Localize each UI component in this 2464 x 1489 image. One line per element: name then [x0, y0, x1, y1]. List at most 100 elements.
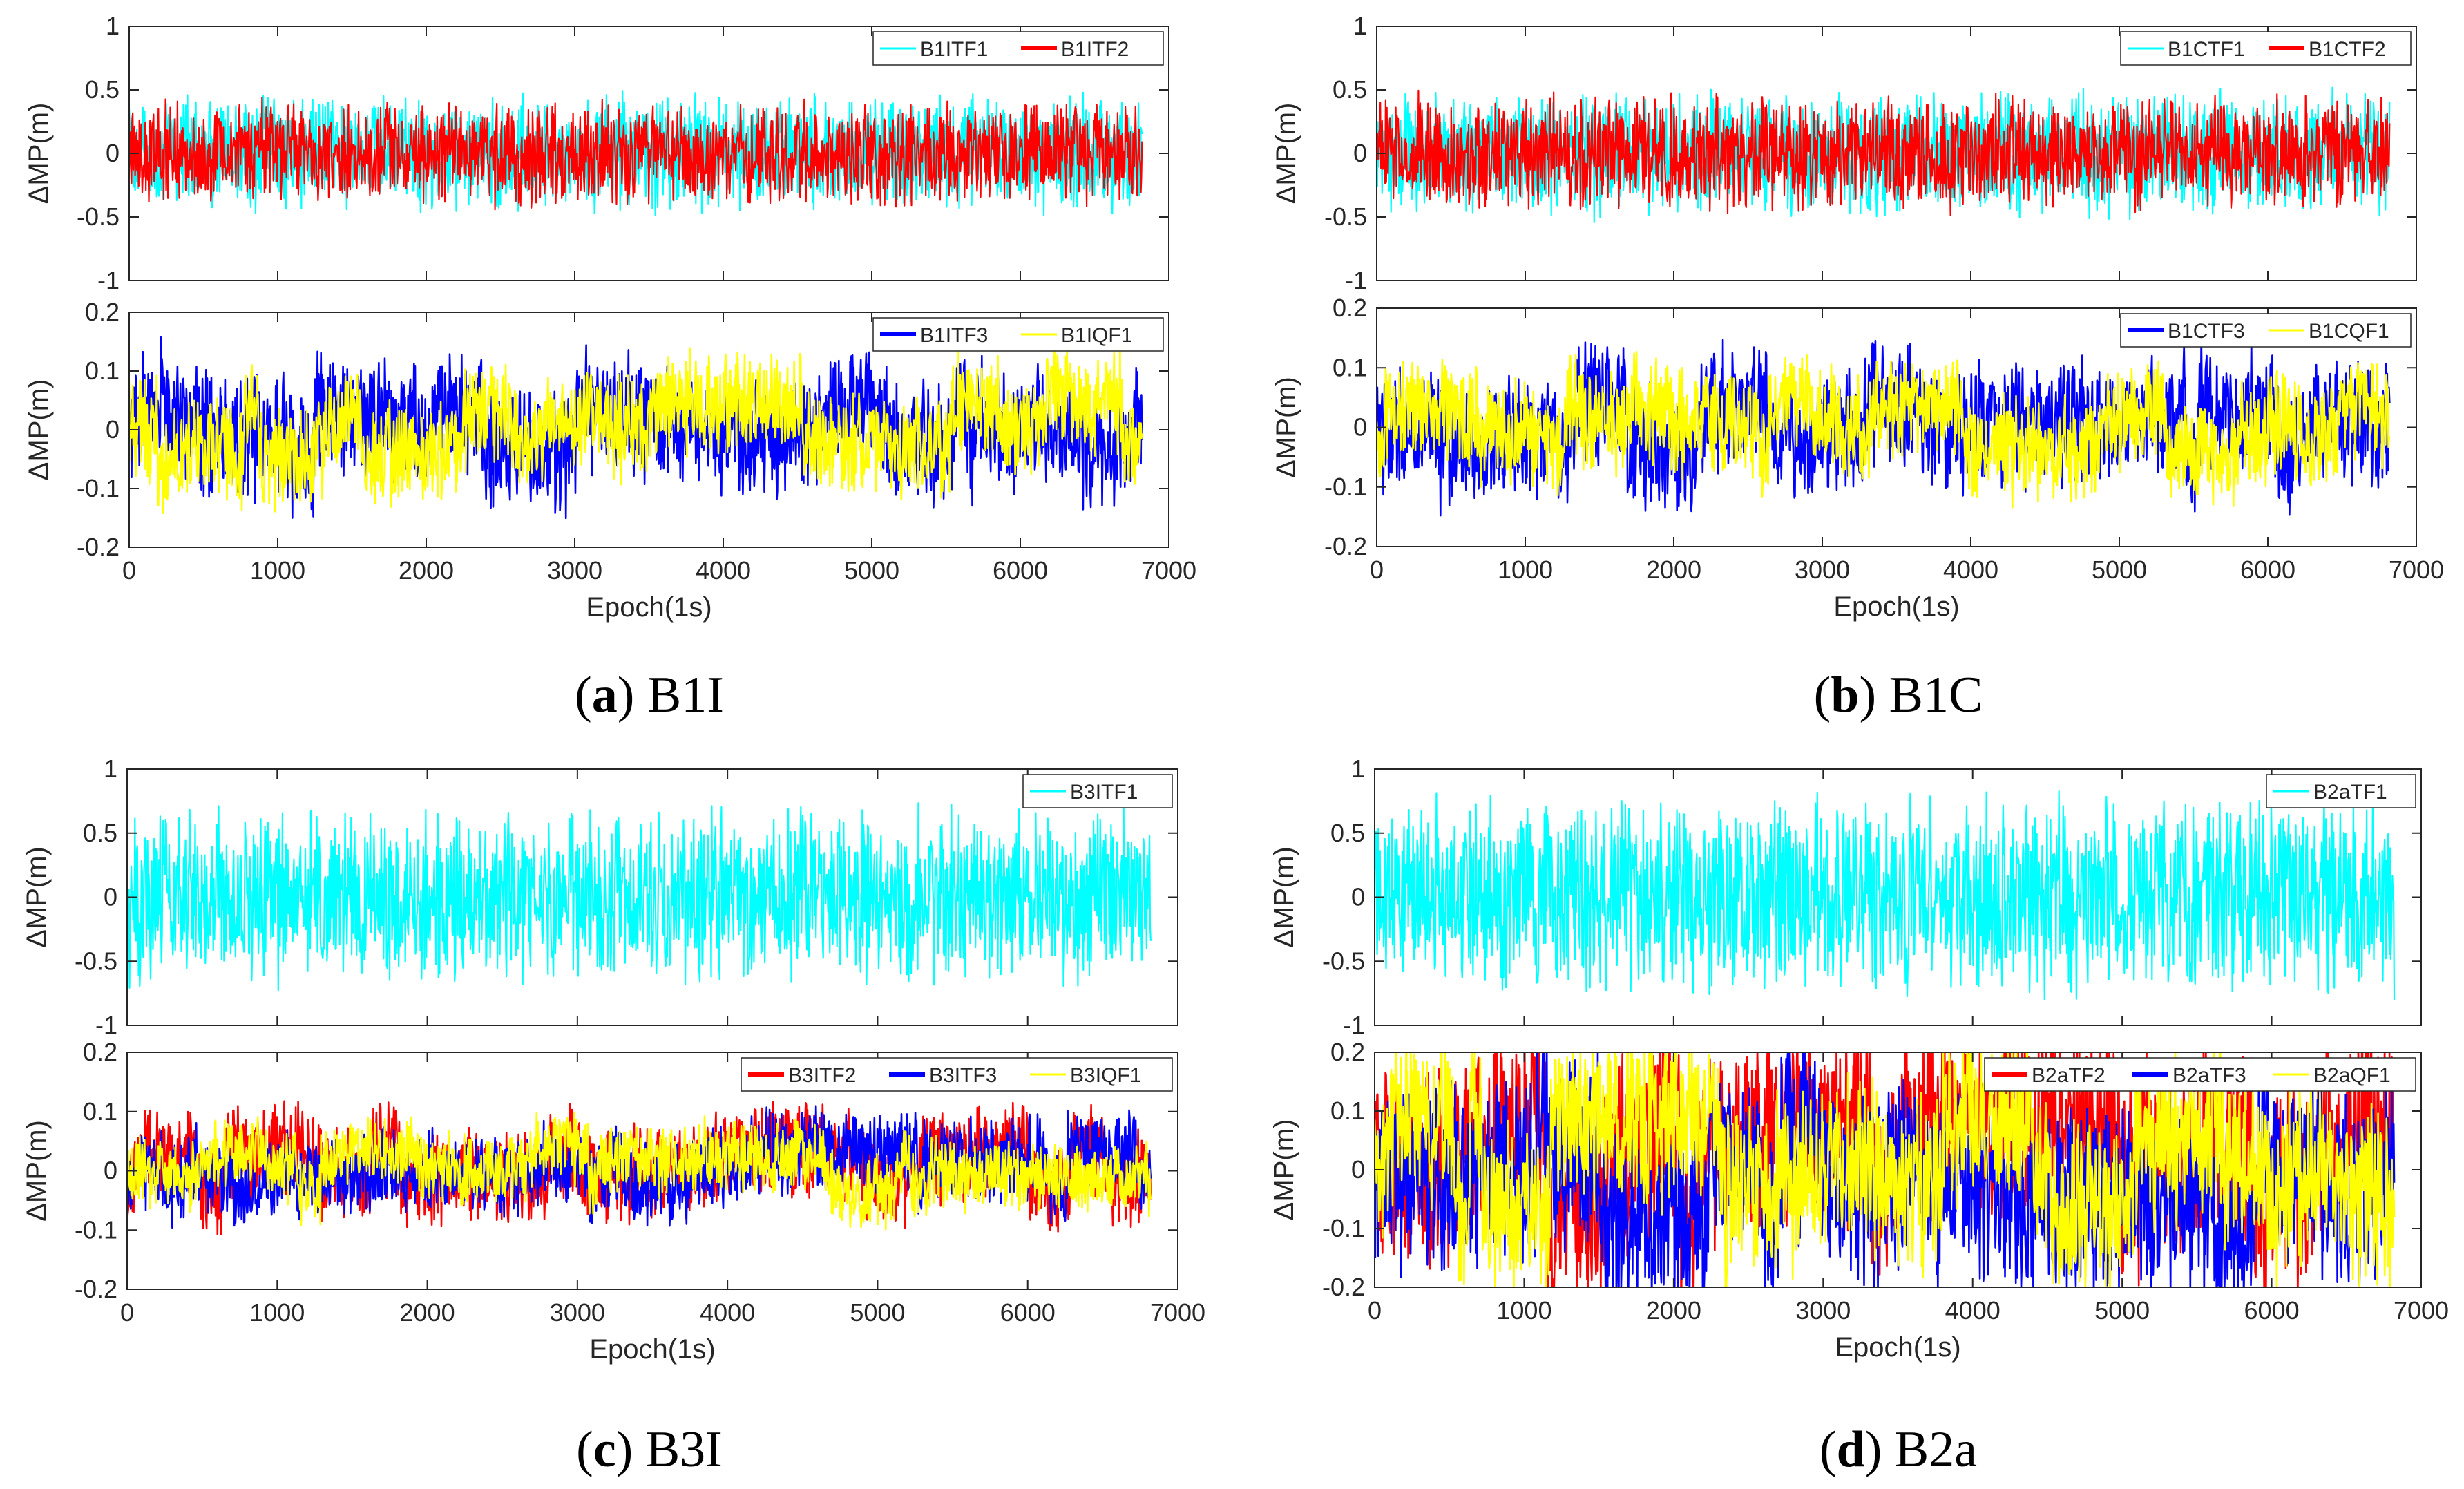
- series-line-B1ITF2: [129, 96, 1143, 211]
- caption-label: ) B3I: [616, 1421, 723, 1478]
- x-axis-label: Epoch(1s): [589, 1334, 715, 1365]
- legend-box: [872, 31, 1164, 66]
- panel-d-bottom: -0.2 -0.1 0 0.1 0.2 0 1000 2000 3000 4000 5000 6000…: [1269, 1038, 2449, 1363]
- caption-label: ) B1I: [618, 667, 724, 723]
- caption-letter: c: [593, 1421, 616, 1478]
- x-tick-label: 6000: [1000, 1298, 1056, 1327]
- y-tick-label: 0.2: [85, 298, 120, 326]
- legend-box: [872, 317, 1164, 352]
- legend-box: [1984, 1057, 2416, 1092]
- series-group: [1375, 790, 2396, 1000]
- legend: B3ITF2 B3ITF3 B3IQF1: [741, 1057, 1173, 1092]
- series-group: [129, 90, 1143, 216]
- legend-label: B1ITF2: [1061, 38, 1129, 61]
- y-tick-label: 1: [106, 12, 120, 40]
- x-tick-label: 4000: [700, 1298, 755, 1327]
- series-line-B1IQF1: [129, 345, 1143, 515]
- series-group: [1377, 86, 2391, 223]
- panel-d-top: -1 -0.5 0 0.5 1 ΔMP(m) B2aTF1: [1269, 755, 2422, 1039]
- y-tick-label: 0.5: [83, 819, 117, 847]
- y-tick-label: 1: [1353, 12, 1367, 40]
- legend: B1ITF3 B1IQF1: [872, 317, 1164, 352]
- x-tick-label: 1000: [249, 1298, 305, 1327]
- y-tick-label: 0: [104, 1157, 117, 1185]
- y-tick-label: -0.5: [75, 947, 117, 975]
- y-tick-label: 0: [104, 883, 117, 911]
- x-tick-label: 1000: [1498, 556, 1553, 584]
- x-tick-label: 7000: [1150, 1298, 1205, 1327]
- x-tick-label: 0: [120, 1298, 134, 1327]
- legend-label: B1CQF1: [2309, 320, 2389, 343]
- x-tick-label: 3000: [1795, 1296, 1851, 1325]
- y-tick-label: -0.5: [1322, 947, 1365, 975]
- caption-letter: d: [1837, 1421, 1865, 1478]
- y-tick-label: 0: [1351, 1155, 1365, 1184]
- chart-panels: -1 -0.5 0 0.5 1 ΔMP(m) B1ITF1 B1ITF2 -0.2 -0.1 0 0.…: [21, 12, 2449, 1365]
- y-tick-label: -0.5: [1324, 202, 1367, 231]
- legend-label: B1CTF2: [2309, 38, 2386, 61]
- caption-paren: (: [1820, 1421, 1837, 1478]
- series-group: [1377, 336, 2391, 517]
- y-tick-label: -0.2: [75, 1275, 117, 1303]
- x-tick-label: 3000: [547, 556, 602, 585]
- y-axis-label: ΔMP(m): [21, 1120, 52, 1222]
- series-line-B2aTF1: [1375, 790, 2396, 1000]
- x-tick-label: 3000: [550, 1298, 605, 1327]
- x-tick-label: 5000: [2092, 556, 2147, 584]
- y-axis-label: ΔMP(m): [23, 379, 54, 481]
- y-tick-label: 0: [106, 139, 120, 167]
- legend: B1ITF1 B1ITF2: [872, 31, 1164, 66]
- series-line-B3ITF1: [127, 802, 1152, 992]
- y-tick-label: 0: [1353, 139, 1367, 167]
- x-tick-label: 5000: [850, 1298, 905, 1327]
- y-tick-label: 0.1: [1330, 1097, 1365, 1125]
- x-tick-label: 6000: [2240, 556, 2295, 584]
- legend-label: B3ITF2: [788, 1064, 856, 1087]
- y-tick-label: 0.1: [1333, 353, 1367, 381]
- y-tick-label: -1: [1343, 1011, 1365, 1039]
- x-tick-label: 2000: [1646, 1296, 1701, 1325]
- legend-label: B3ITF1: [1070, 781, 1138, 804]
- legend-label: B2aQF1: [2313, 1064, 2391, 1087]
- y-tick-label: 0: [106, 415, 120, 444]
- x-tick-label: 7000: [2389, 556, 2444, 584]
- caption-paren: (: [1814, 667, 1831, 723]
- series-group: [1375, 1052, 2396, 1287]
- legend-label: B3IQF1: [1070, 1064, 1141, 1087]
- x-tick-label: 0: [1370, 556, 1384, 584]
- caption-letter: b: [1831, 667, 1859, 723]
- y-tick-label: 0.1: [83, 1097, 117, 1126]
- figure-captions: (a) B1I (b) B1C(c) B3I (d) B2a: [575, 667, 1983, 1478]
- y-tick-label: -0.1: [1322, 1214, 1365, 1242]
- panel-a-bottom: -0.2 -0.1 0 0.1 0.2 0 1000 2000 3000 4000 5000 6000…: [23, 298, 1196, 623]
- y-axis-label: ΔMP(m): [1271, 377, 1301, 478]
- y-tick-label: 1: [1351, 755, 1365, 783]
- y-tick-label: -0.1: [77, 474, 120, 502]
- panel-caption-d: (d) B2a: [1820, 1421, 1977, 1478]
- x-tick-label: 7000: [1141, 556, 1196, 585]
- series-line-B2aQF1: [1375, 1052, 2396, 1287]
- x-tick-label: 3000: [1795, 556, 1850, 584]
- legend-box: [2120, 313, 2412, 348]
- legend-label: B1CTF3: [2168, 320, 2245, 343]
- legend-label: B1ITF1: [920, 38, 988, 61]
- x-tick-label: 1000: [250, 556, 305, 585]
- x-axis-label: Epoch(1s): [1835, 1332, 1960, 1363]
- legend-label: B1IQF1: [1061, 324, 1132, 347]
- y-tick-label: -0.2: [77, 533, 120, 561]
- y-tick-label: -1: [95, 1011, 117, 1039]
- x-tick-label: 2000: [400, 1298, 455, 1327]
- y-tick-label: 0: [1351, 883, 1365, 911]
- panel-caption-b: (b) B1C: [1814, 667, 1983, 723]
- y-tick-label: 0.5: [1333, 75, 1367, 104]
- x-tick-label: 0: [122, 556, 136, 585]
- legend: B2aTF1: [2266, 774, 2416, 808]
- panel-c-top: -1 -0.5 0 0.5 1 ΔMP(m) B3ITF1: [21, 755, 1178, 1039]
- legend-label: B3ITF3: [929, 1064, 997, 1087]
- panel-c-bottom: -0.2 -0.1 0 0.1 0.2 0 1000 2000 3000 4000 5000 6000…: [21, 1038, 1205, 1365]
- panel-b-bottom: -0.2 -0.1 0 0.1 0.2 0 1000 2000 3000 4000 5000 6000…: [1271, 294, 2444, 622]
- caption-paren: (: [576, 1421, 593, 1478]
- panel-caption-a: (a) B1I: [575, 667, 724, 723]
- legend: B1CTF1 B1CTF2: [2120, 31, 2412, 66]
- y-axis-label: ΔMP(m): [1271, 103, 1301, 205]
